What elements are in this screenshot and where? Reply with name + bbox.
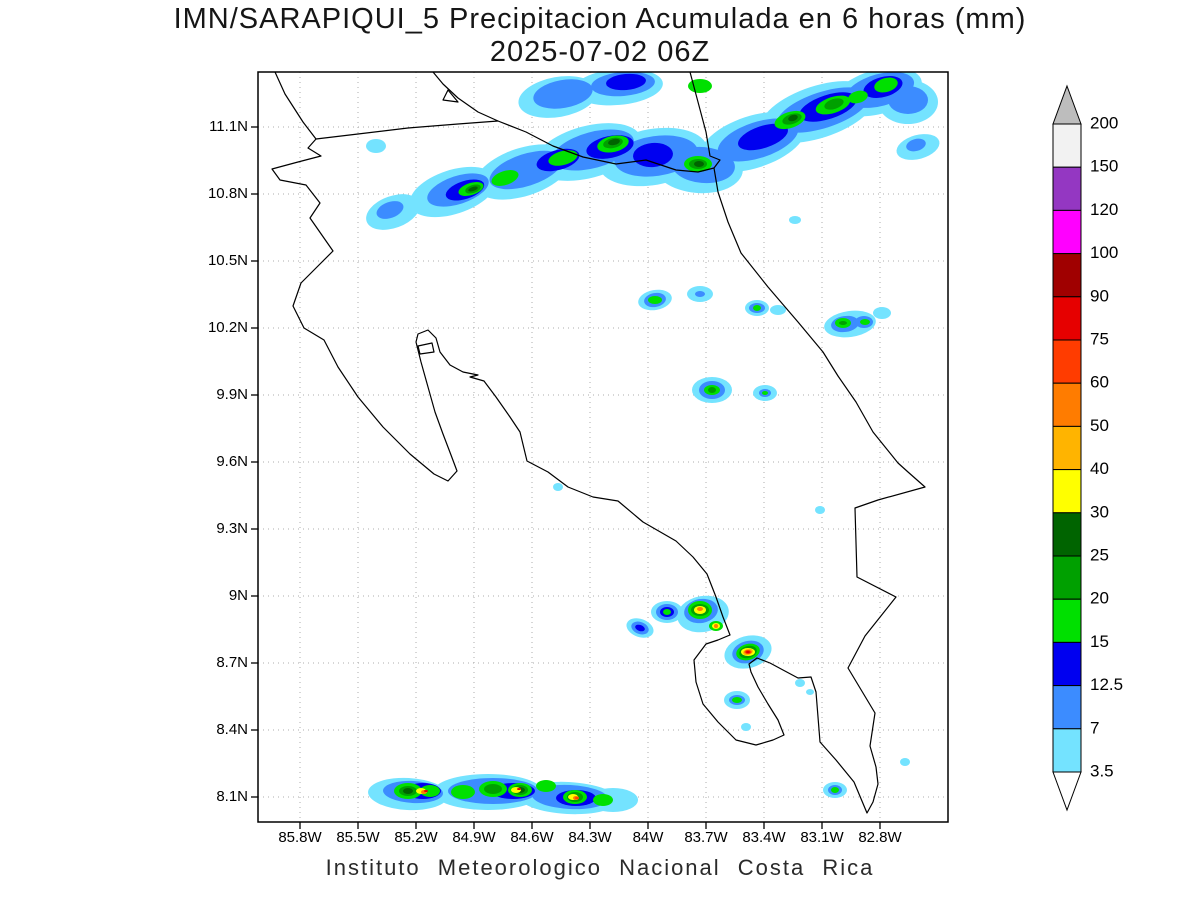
legend-color-segment bbox=[1052, 641, 1082, 687]
coastline bbox=[271, 72, 926, 814]
precipitation-field bbox=[366, 72, 940, 815]
lat-tick-label: 10.8N bbox=[207, 185, 248, 202]
lat-tick-label: 8.7N bbox=[216, 654, 248, 671]
legend-color-segment bbox=[1052, 425, 1082, 471]
plot-frame bbox=[257, 71, 949, 823]
lon-tick-label: 84W bbox=[632, 829, 664, 846]
legend-tick-label: 150 bbox=[1090, 157, 1118, 176]
axis-ticks bbox=[251, 126, 881, 829]
legend-color-segment bbox=[1052, 166, 1082, 211]
grid-lines bbox=[258, 72, 948, 822]
lon-tick-label: 83.4W bbox=[742, 829, 786, 846]
lon-tick-label: 85.2W bbox=[394, 829, 438, 846]
legend-tick-label: 7 bbox=[1090, 718, 1099, 737]
lat-tick-label: 9.9N bbox=[216, 386, 248, 403]
legend-color-segment bbox=[1052, 598, 1082, 643]
chart-title-line2: 2025-07-02 06Z bbox=[489, 36, 711, 68]
lon-tick-label: 85.8W bbox=[278, 829, 322, 846]
legend-tick-label: 200 bbox=[1090, 113, 1118, 132]
lat-tick-label: 10.2N bbox=[207, 319, 248, 336]
lon-tick-label: 84.6W bbox=[510, 829, 554, 846]
legend-tick-label: 40 bbox=[1090, 459, 1109, 478]
lon-tick-label: 84.3W bbox=[568, 829, 612, 846]
legend-arrow-top bbox=[1052, 84, 1082, 125]
legend-color-segment bbox=[1052, 512, 1082, 557]
legend-color-segment bbox=[1052, 209, 1082, 255]
legend-tick-label: 100 bbox=[1090, 243, 1118, 262]
legend-color-segment bbox=[1052, 123, 1082, 168]
legend-color-segment bbox=[1052, 555, 1082, 600]
lon-tick-label: 82.8W bbox=[858, 829, 902, 846]
lat-tick-label: 9.3N bbox=[216, 520, 248, 537]
chart-title-line1: IMN/SARAPIQUI_5 Precipitacion Acumulada … bbox=[173, 3, 1027, 35]
lon-tick-label: 85.5W bbox=[336, 829, 380, 846]
lat-tick-label: 9.6N bbox=[216, 453, 248, 470]
legend-tick-label: 20 bbox=[1090, 589, 1109, 608]
legend-color-segment bbox=[1052, 685, 1082, 730]
legend-color-segment bbox=[1052, 382, 1082, 427]
legend-tick-label: 60 bbox=[1090, 373, 1109, 392]
lat-tick-label: 9N bbox=[228, 587, 248, 604]
lat-tick-label: 8.1N bbox=[216, 788, 248, 805]
legend-tick-label: 50 bbox=[1090, 416, 1109, 435]
legend-color-segment bbox=[1052, 469, 1082, 514]
map-canvas bbox=[251, 71, 949, 829]
legend-color-segment bbox=[1052, 296, 1082, 341]
legend-color-segment bbox=[1052, 253, 1082, 298]
color-scale-legend: 200 150 120 100 90 75 60 50 40 30 25 20 15 12.5 7 3.5 bbox=[1052, 84, 1123, 812]
lat-tick-label: 11.1N bbox=[209, 118, 248, 135]
legend-tick-label: 75 bbox=[1090, 329, 1109, 348]
legend-tick-label: 3.5 bbox=[1090, 761, 1114, 780]
legend-tick-label: 30 bbox=[1090, 502, 1109, 521]
lon-tick-label: 83.7W bbox=[684, 829, 728, 846]
legend-color-segment bbox=[1052, 728, 1082, 773]
legend-tick-label: 15 bbox=[1090, 632, 1109, 651]
lat-tick-label: 10.5N bbox=[207, 252, 248, 269]
lat-tick-label: 8.4N bbox=[216, 721, 248, 738]
legend-tick-label: 12.5 bbox=[1090, 675, 1123, 694]
legend-tick-label: 120 bbox=[1090, 200, 1118, 219]
legend-tick-label: 25 bbox=[1090, 545, 1109, 564]
footer-text: Instituto Meteorologico Nacional Costa R… bbox=[325, 855, 875, 880]
lon-tick-label: 84.9W bbox=[452, 829, 496, 846]
legend-tick-label: 90 bbox=[1090, 286, 1109, 305]
legend-color-segment bbox=[1052, 339, 1082, 384]
legend-arrow-bottom bbox=[1052, 771, 1082, 812]
lon-tick-label: 83.1W bbox=[800, 829, 844, 846]
